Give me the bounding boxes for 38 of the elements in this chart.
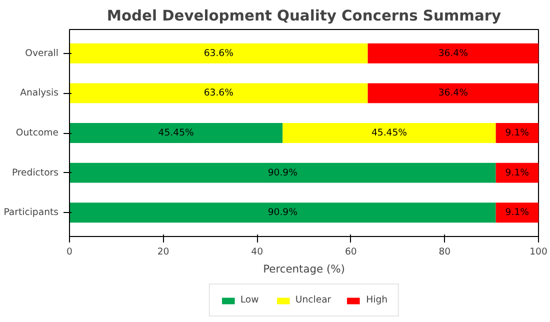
x-axis-title: Percentage (%) [263, 262, 345, 276]
data-label: 90.9% [268, 167, 298, 178]
x-tick-label: 40 [251, 246, 264, 258]
data-label: 45.45% [158, 128, 194, 138]
y-tick-label: Analysis [20, 88, 59, 99]
bar [70, 43, 368, 64]
data-label: 9.1% [505, 167, 530, 178]
x-tick-label: 20 [157, 246, 170, 258]
bar [282, 123, 496, 143]
bar [70, 83, 368, 104]
y-tick-label: Participants [4, 207, 59, 218]
bar [70, 202, 496, 223]
bar [70, 162, 496, 183]
data-label: 63.6% [204, 48, 234, 59]
data-label: 45.45% [371, 128, 408, 138]
bar [368, 83, 538, 104]
bar [368, 43, 538, 64]
y-tick-label: Outcome [16, 128, 59, 138]
y-tick-label: Overall [25, 48, 59, 59]
y-tick-label: Predictors [12, 167, 59, 178]
x-tick-label: 80 [438, 246, 451, 258]
bar [496, 202, 538, 223]
data-label: 90.9% [268, 207, 298, 218]
bar [70, 123, 283, 143]
legend-label: Unclear [295, 294, 332, 306]
data-label: 9.1% [505, 128, 530, 138]
x-tick-label: 100 [530, 246, 548, 258]
bar [496, 123, 538, 143]
data-label: 9.1% [505, 207, 530, 218]
x-tick-label: 0 [66, 246, 73, 258]
bar [496, 162, 538, 183]
data-label: 36.4% [438, 48, 468, 59]
chart-title: Model Development Quality Concerns Summary [106, 8, 502, 24]
legend-label: Low [240, 294, 260, 306]
x-tick-label: 60 [344, 246, 357, 258]
data-label: 36.4% [438, 88, 468, 99]
data-label: 63.6% [204, 88, 234, 99]
legend-label: High [366, 294, 388, 306]
